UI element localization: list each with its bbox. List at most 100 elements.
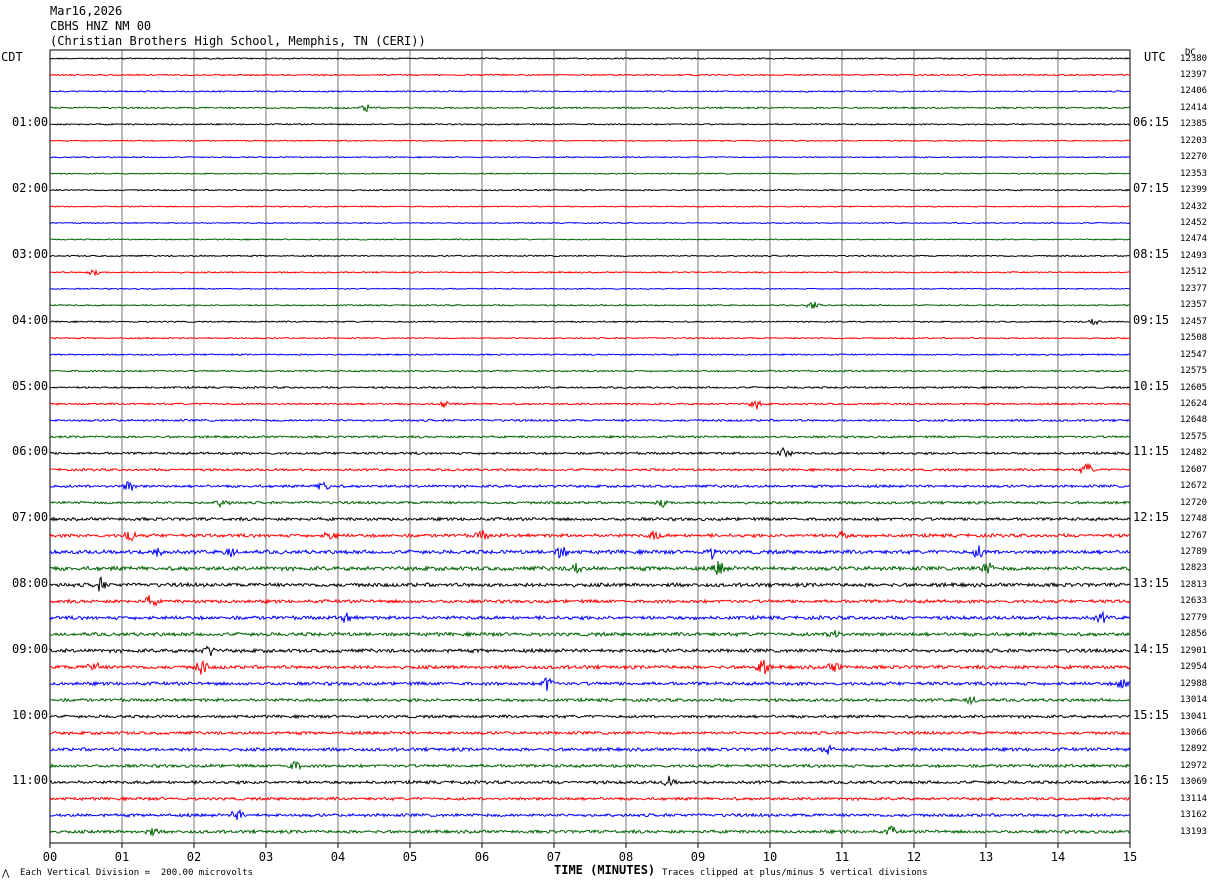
utc-hour-label: 16:15 xyxy=(1133,773,1170,788)
dc-value-label: 12377 xyxy=(1180,283,1208,294)
trace-line xyxy=(49,89,1131,93)
cdt-hour-label: 09:00 xyxy=(12,641,49,656)
dc-value-label: 12892 xyxy=(1180,744,1208,755)
x-tick-label: 07 xyxy=(547,850,561,864)
dc-value-label: 13162 xyxy=(1180,810,1208,821)
x-tick-label: 11 xyxy=(835,850,849,864)
utc-hour-label: 09:15 xyxy=(1133,312,1170,327)
dc-value-label: 12856 xyxy=(1180,629,1208,640)
trace-line xyxy=(49,659,1131,675)
dc-value-label: 12357 xyxy=(1180,300,1208,311)
utc-hour-label: 07:15 xyxy=(1133,181,1170,196)
dc-value-label: 13193 xyxy=(1180,826,1208,837)
dc-value-label: 12203 xyxy=(1180,135,1208,146)
dc-value-label: 12823 xyxy=(1180,563,1208,574)
trace-line xyxy=(49,645,1131,657)
dc-value-label: 12748 xyxy=(1180,514,1208,525)
trace-line xyxy=(49,446,1131,459)
dc-value-label: 12605 xyxy=(1180,382,1208,393)
utc-hour-label: 10:15 xyxy=(1133,378,1170,393)
trace-line xyxy=(49,481,1131,491)
x-tick-label: 10 xyxy=(763,850,777,864)
trace-line xyxy=(49,743,1131,755)
trace-line xyxy=(49,122,1131,126)
utc-hour-label: 12:15 xyxy=(1133,510,1170,525)
trace-line xyxy=(49,254,1131,258)
x-axis-ticks: 00 01 02 03 04 05 06 07 08 09 10 11 12 13 14 15 xyxy=(43,843,1137,864)
clip-note: Traces clipped at plus/minus 5 vertical … xyxy=(662,868,928,878)
trace-line xyxy=(49,463,1131,474)
x-tick-label: 14 xyxy=(1051,850,1065,864)
dc-value-label: 12406 xyxy=(1180,86,1208,97)
x-tick-label: 02 xyxy=(187,850,201,864)
plot-grid xyxy=(49,49,1131,844)
dc-value-label: 12954 xyxy=(1180,662,1208,673)
trace-line xyxy=(49,545,1131,560)
dc-value-label: 12972 xyxy=(1180,760,1208,771)
trace-line xyxy=(49,796,1131,802)
cdt-hour-label: 04:00 xyxy=(12,312,49,327)
cdt-hour-label: 01:00 xyxy=(12,115,49,130)
chart-station: CBHS HNZ NM 00 xyxy=(50,19,152,33)
dc-value-label: 12270 xyxy=(1180,152,1208,163)
cdt-hour-label: 05:00 xyxy=(12,378,49,393)
dc-value-label: 12633 xyxy=(1180,596,1208,607)
dc-value-label: 12575 xyxy=(1180,431,1208,442)
dc-value-label: 12767 xyxy=(1180,530,1208,541)
scale-note: Each Vertical Division = 200.00 microvol… xyxy=(20,868,253,878)
trace-line xyxy=(49,825,1131,837)
trace-line xyxy=(49,434,1131,440)
x-tick-label: 03 xyxy=(259,850,273,864)
trace-line xyxy=(49,530,1131,542)
cdt-hour-label: 11:00 xyxy=(12,773,49,788)
trace-line xyxy=(49,287,1131,291)
trace-line xyxy=(49,561,1131,576)
trace-line xyxy=(49,775,1131,787)
cdt-hour-label: 03:00 xyxy=(12,246,49,261)
utc-hour-label: 08:15 xyxy=(1133,246,1170,261)
trace-line xyxy=(50,677,1131,692)
x-tick-label: 15 xyxy=(1123,850,1137,864)
dc-value-label: 12399 xyxy=(1180,185,1208,196)
x-tick-label: 13 xyxy=(979,850,993,864)
trace-line xyxy=(49,730,1131,736)
dc-value-label: 12672 xyxy=(1180,481,1208,492)
dc-value-label: 12452 xyxy=(1180,218,1208,228)
trace-line xyxy=(49,385,1130,390)
dc-value-label: 12353 xyxy=(1180,168,1208,179)
dc-value-label: 12779 xyxy=(1180,612,1208,623)
trace-line xyxy=(49,576,1131,592)
x-tick-label: 05 xyxy=(403,850,417,864)
dc-value-label: 12789 xyxy=(1180,547,1208,557)
trace-line xyxy=(49,516,1131,523)
right-timezone-label: UTC xyxy=(1144,50,1166,64)
dc-value-label: 12988 xyxy=(1180,678,1208,689)
trace-line xyxy=(50,318,1131,326)
trace-line xyxy=(49,399,1131,410)
dc-value-label: 12575 xyxy=(1180,366,1208,377)
trace-line xyxy=(49,104,1131,112)
trace-line xyxy=(49,139,1131,143)
trace-line xyxy=(49,499,1131,509)
dc-value-label: 12474 xyxy=(1180,234,1208,245)
trace-line xyxy=(49,172,1131,175)
trace-line xyxy=(49,610,1131,624)
dc-value-label: 12648 xyxy=(1180,415,1208,426)
x-tick-label: 04 xyxy=(331,850,345,864)
dc-value-label: 12508 xyxy=(1180,333,1208,344)
cdt-hour-label: 10:00 xyxy=(12,707,49,722)
dc-value-label: 12414 xyxy=(1180,102,1208,113)
plot-frame xyxy=(49,49,1131,844)
scale-marker-icon: ⋀ xyxy=(2,869,10,879)
dc-value-label: 12457 xyxy=(1180,316,1208,327)
chart-location: (Christian Brothers High School, Memphis… xyxy=(50,34,426,48)
dc-value-label: 13069 xyxy=(1180,777,1208,788)
trace-line xyxy=(49,353,1131,357)
x-tick-label: 12 xyxy=(907,850,921,864)
dc-value-label: 12512 xyxy=(1180,267,1208,278)
dc-value-label: 12482 xyxy=(1180,448,1208,459)
x-tick-label: 01 xyxy=(115,850,129,864)
trace-line xyxy=(49,418,1131,423)
dc-value-label: 12624 xyxy=(1180,398,1208,409)
